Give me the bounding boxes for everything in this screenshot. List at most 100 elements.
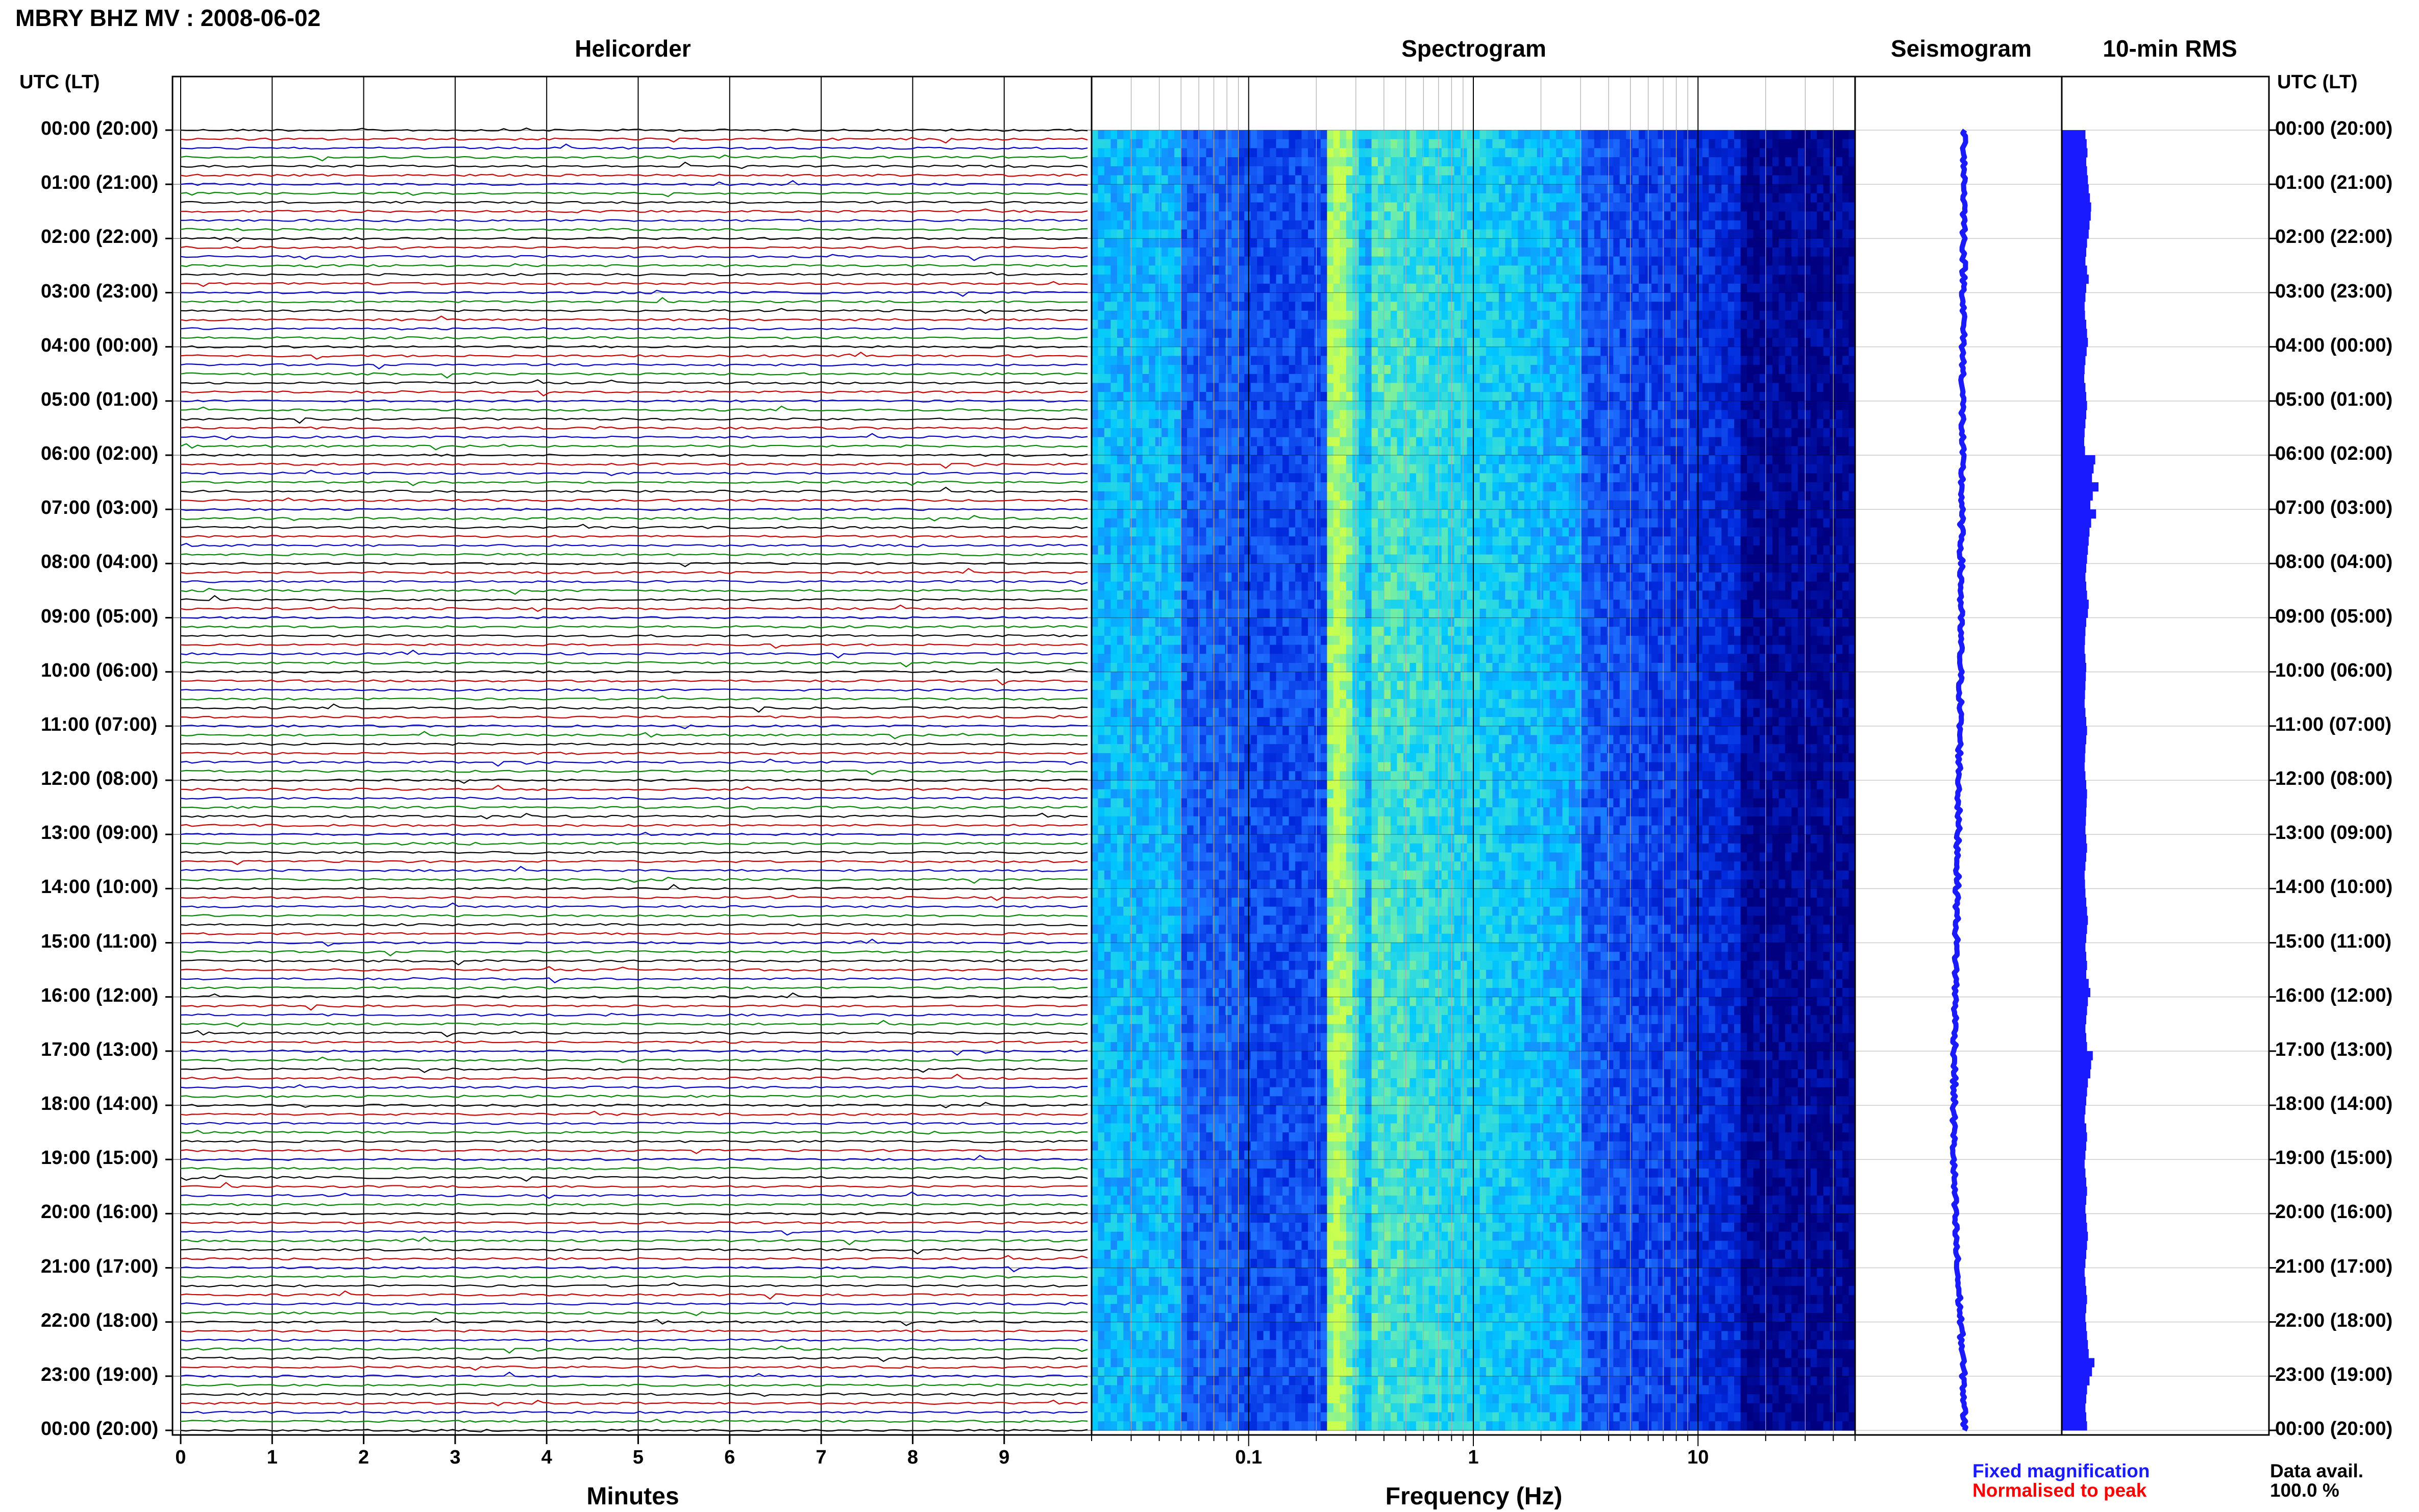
spectrogram-cell (1219, 284, 1225, 293)
spectrogram-cell (1385, 320, 1391, 329)
spectrogram-cell (1531, 374, 1537, 383)
spectrogram-cell (1842, 293, 1849, 302)
spectrogram-cell (1607, 166, 1614, 176)
spectrogram-cell (1213, 238, 1219, 247)
spectrogram-cell (1346, 166, 1353, 176)
spectrogram-cell (1238, 130, 1245, 139)
spectrogram-cell (1467, 220, 1474, 230)
spectrogram-cell (1174, 347, 1181, 356)
spectrogram-cell (1715, 275, 1722, 284)
spectrogram-cell (1098, 329, 1105, 338)
spectrogram-cell (1683, 238, 1690, 247)
spectrogram-cell (1276, 238, 1283, 247)
spectrogram-cell (1251, 284, 1257, 293)
spectrogram-cell (1817, 392, 1823, 401)
spectrogram-cell (1505, 446, 1512, 455)
spectrogram-cell (1537, 302, 1544, 311)
spectrogram-cell (1270, 455, 1276, 464)
spectrogram-cell (1301, 257, 1308, 266)
spectrogram-cell (1461, 130, 1467, 139)
spectrogram-cell (1264, 211, 1270, 220)
spectrogram-cell (1550, 446, 1557, 455)
spectrogram-cell (1754, 383, 1760, 392)
spectrogram-cell (1200, 176, 1206, 185)
spectrogram-cell (1594, 293, 1601, 302)
spectrogram-cell (1607, 338, 1614, 347)
spectrogram-cell (1391, 184, 1397, 193)
spectrogram-cell (1836, 130, 1843, 139)
spectrogram-cell (1817, 139, 1823, 148)
spectrogram-cell (1162, 148, 1168, 157)
spectrogram-cell (1149, 419, 1155, 428)
spectrogram-cell (1709, 148, 1715, 157)
spectrogram-cell (1677, 176, 1684, 185)
spectrogram-cell (1327, 230, 1334, 239)
spectrogram-cell (1378, 329, 1385, 338)
spectrogram-cell (1760, 275, 1766, 284)
spectrogram-cell (1391, 311, 1397, 320)
spectrogram-cell (1308, 275, 1315, 284)
spectrogram-cell (1264, 293, 1270, 302)
spectrogram-cell (1772, 157, 1779, 166)
spectrogram-cell (1734, 401, 1741, 410)
spectrogram-cell (1327, 365, 1334, 374)
spectrogram-cell (1772, 184, 1779, 193)
spectrogram-cell (1518, 365, 1524, 374)
spectrogram-cell (1531, 383, 1537, 392)
spectrogram-cell (1378, 338, 1385, 347)
spectrogram-cell (1556, 139, 1563, 148)
spectrogram-cell (1308, 203, 1315, 212)
spectrogram-cell (1174, 293, 1181, 302)
spectrogram-cell (1613, 193, 1620, 203)
spectrogram-cell (1092, 347, 1098, 356)
spectrogram-cell (1817, 238, 1823, 247)
spectrogram-cell (1403, 220, 1410, 230)
spectrogram-cell (1403, 383, 1410, 392)
spectrogram-cell (1251, 446, 1257, 455)
spectrogram-cell (1213, 455, 1219, 464)
spectrogram-cell (1327, 275, 1334, 284)
spectrogram-cell (1505, 293, 1512, 302)
spectrogram-cell (1092, 482, 1098, 491)
spectrogram-cell (1785, 139, 1792, 148)
spectrogram-cell (1136, 428, 1143, 437)
spectrogram-cell (1779, 311, 1785, 320)
spectrogram-cell (1779, 392, 1785, 401)
spectrogram-cell (1257, 482, 1264, 491)
spectrogram-cell (1779, 166, 1785, 176)
spectrogram-cell (1334, 356, 1340, 365)
spectrogram-cell (1231, 211, 1238, 220)
spectrogram-cell (1136, 356, 1143, 365)
spectrogram-cell (1110, 130, 1117, 139)
spectrogram-cell (1270, 482, 1276, 491)
spectrogram-cell (1149, 275, 1155, 284)
spectrogram-cell (1620, 211, 1626, 220)
spectrogram-cell (1251, 392, 1257, 401)
spectrogram-cell (1817, 473, 1823, 482)
spectrogram-cell (1480, 374, 1487, 383)
spectrogram-cell (1416, 401, 1423, 410)
spectrogram-cell (1480, 329, 1487, 338)
spectrogram-cell (1524, 275, 1531, 284)
spectrogram-cell (1143, 275, 1149, 284)
spectrogram-cell (1683, 130, 1690, 139)
spectrogram-cell (1225, 176, 1232, 185)
spectrogram-cell (1104, 401, 1111, 410)
spectrogram-cell (1174, 356, 1181, 365)
spectrogram-cell (1098, 347, 1105, 356)
spectrogram-cell (1817, 275, 1823, 284)
spectrogram-cell (1219, 184, 1225, 193)
spectrogram-cell (1365, 293, 1372, 302)
spectrogram-cell (1104, 338, 1111, 347)
helicorder-trace (181, 715, 1088, 718)
spectrogram-cell (1524, 392, 1531, 401)
spectrogram-cell (1811, 302, 1817, 311)
spectrogram-cell (1130, 157, 1137, 166)
spectrogram-cell (1518, 455, 1524, 464)
spectrogram-cell (1537, 455, 1544, 464)
spectrogram-cell (1410, 356, 1416, 365)
spectrogram-cell (1823, 293, 1830, 302)
spectrogram-cell (1537, 139, 1544, 148)
spectrogram-cell (1448, 203, 1454, 212)
spectrogram-cell (1798, 265, 1805, 275)
